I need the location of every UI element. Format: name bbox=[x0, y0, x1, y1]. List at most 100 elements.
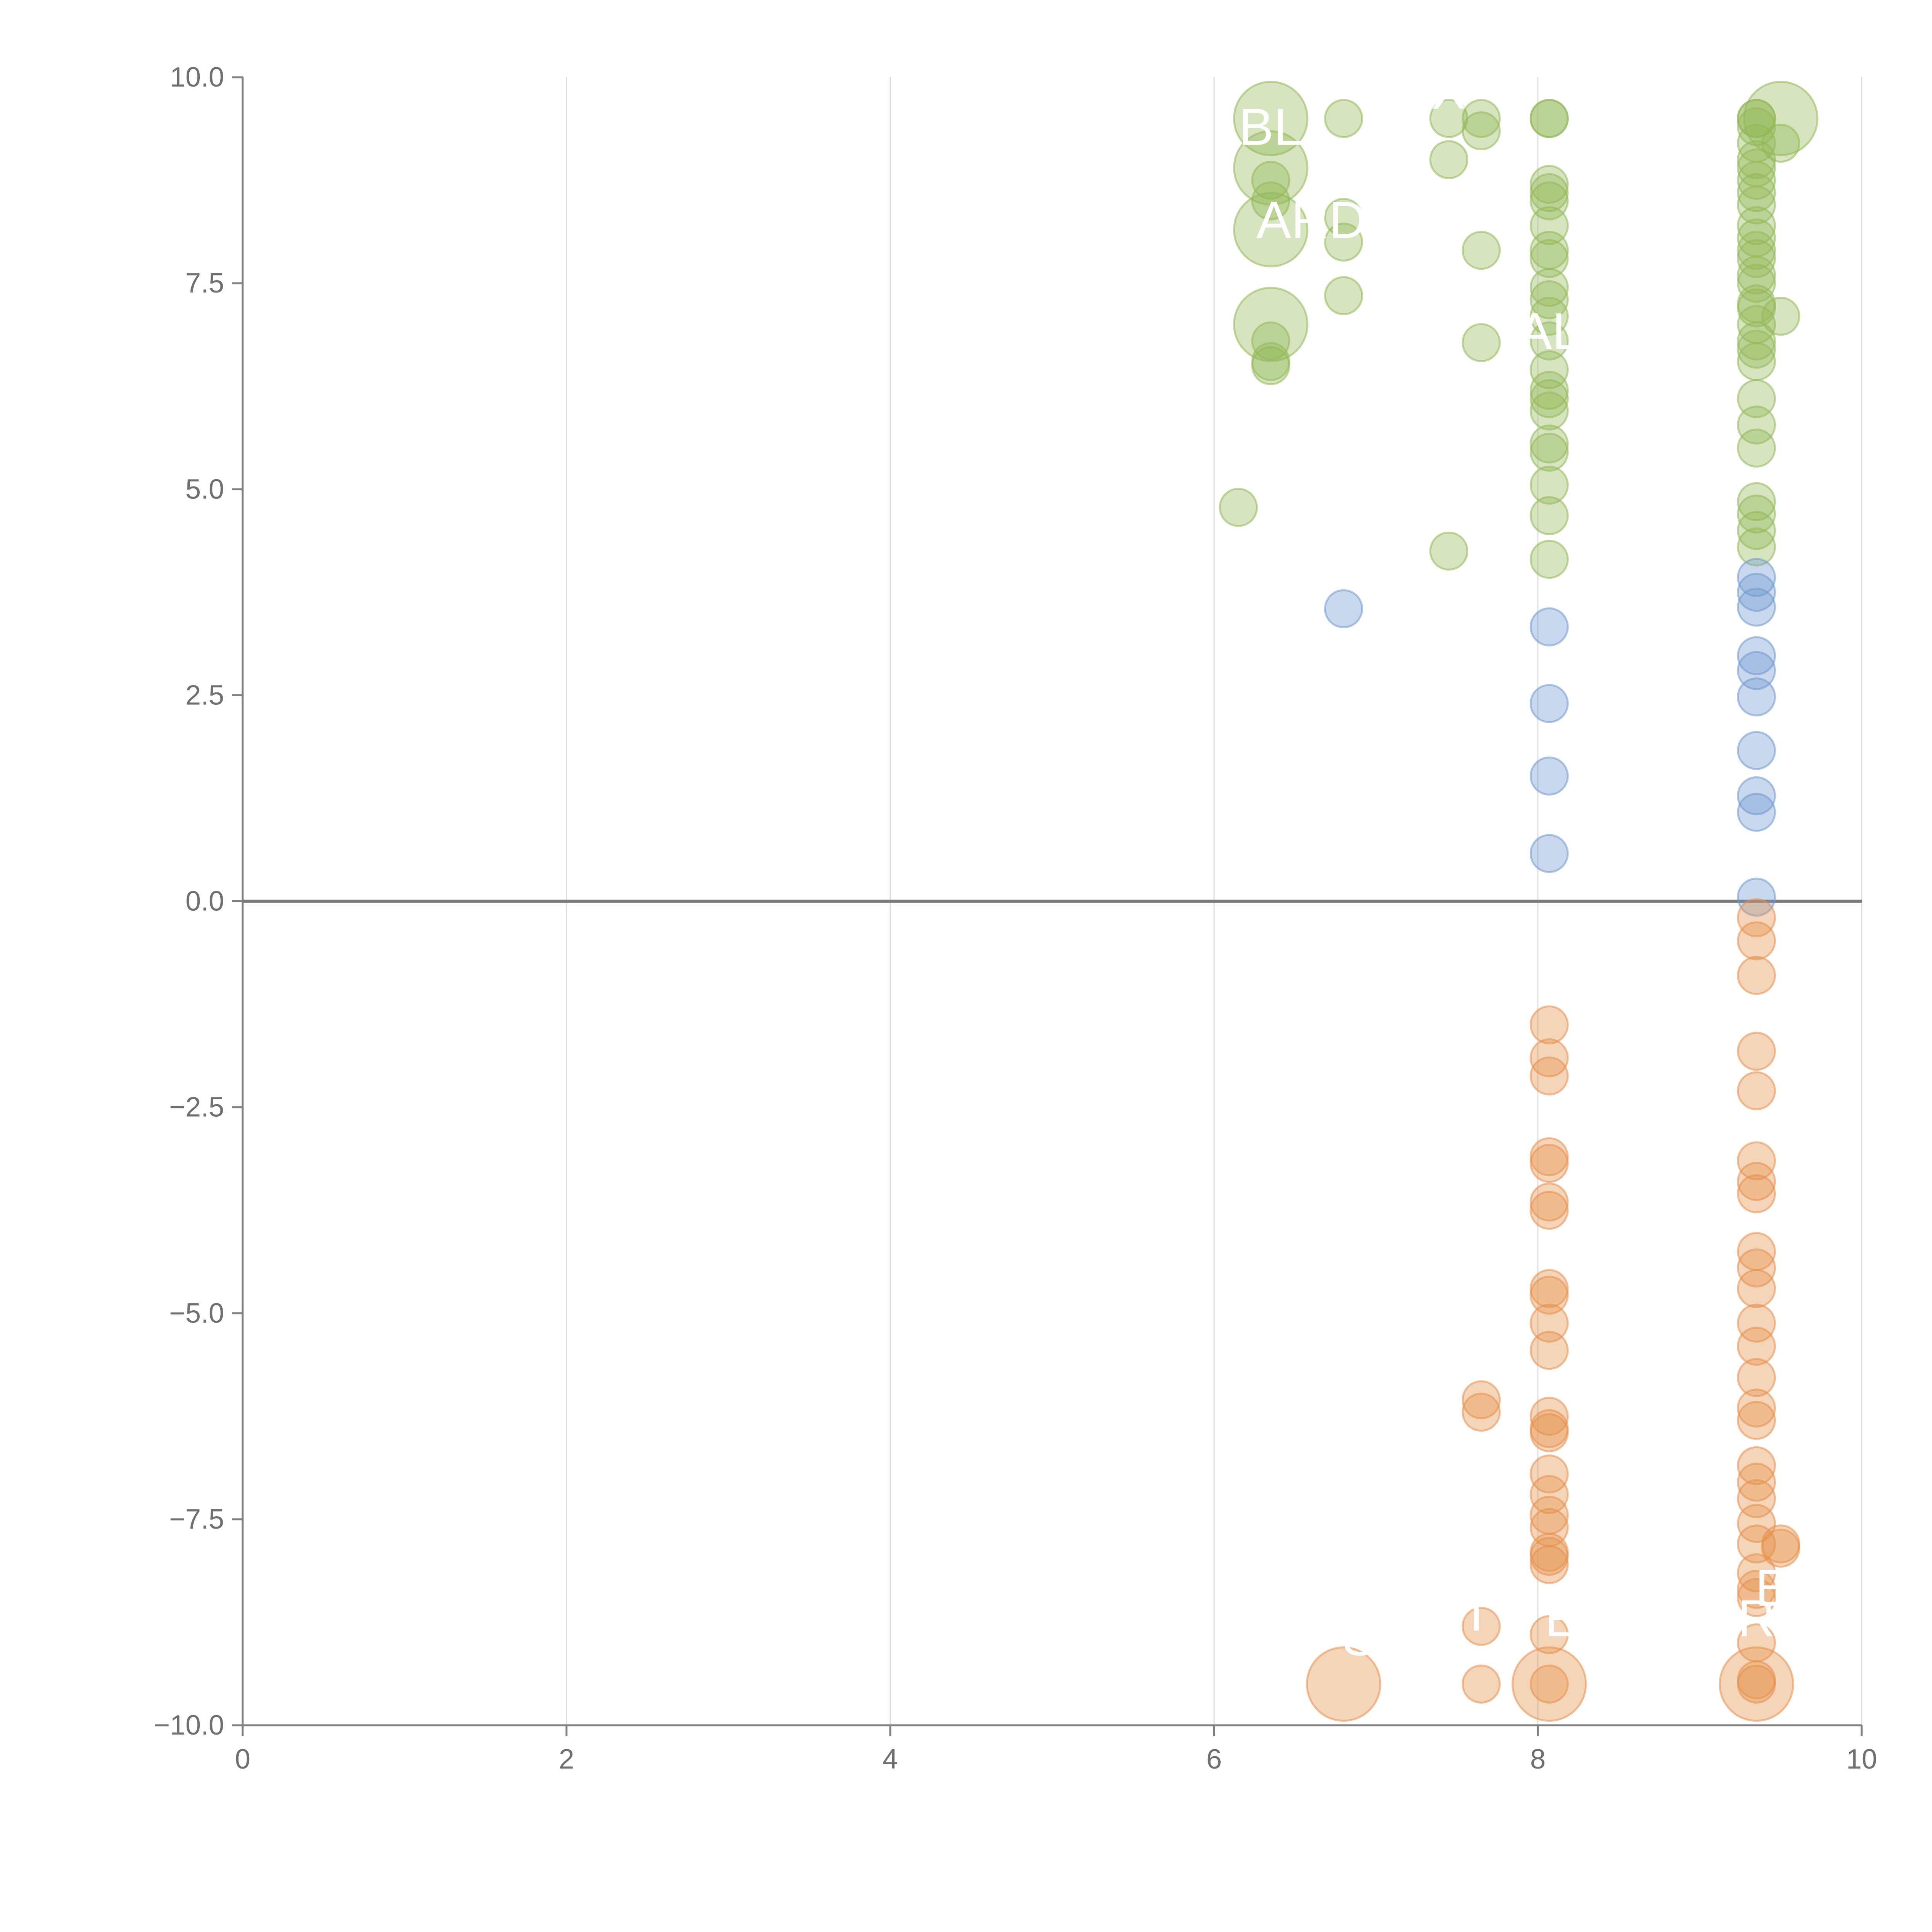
data-point bbox=[1529, 756, 1569, 796]
data-point bbox=[1529, 350, 1569, 389]
data-point bbox=[1324, 589, 1363, 628]
data-point bbox=[1324, 223, 1363, 262]
data-point bbox=[1737, 921, 1776, 961]
y-tick-label: −10.0 bbox=[154, 1710, 224, 1741]
data-point bbox=[1529, 268, 1569, 307]
data-point bbox=[1529, 379, 1569, 418]
data-point bbox=[1461, 1380, 1501, 1420]
data-point bbox=[1737, 1388, 1776, 1428]
data-point bbox=[1529, 1413, 1569, 1452]
data-point bbox=[1737, 1327, 1776, 1366]
point-label: X bbox=[1432, 61, 1466, 120]
data-point bbox=[1737, 1071, 1776, 1111]
data-point bbox=[1737, 731, 1776, 770]
y-tick-label: 7.5 bbox=[185, 268, 224, 299]
data-point bbox=[1529, 1537, 1569, 1576]
point-label: E bbox=[1755, 1559, 1790, 1617]
data-point bbox=[1529, 432, 1569, 472]
data-point bbox=[1461, 99, 1501, 138]
y-tick-label: 10.0 bbox=[170, 62, 224, 93]
data-point bbox=[1529, 280, 1569, 320]
x-tick-label: 8 bbox=[1530, 1744, 1546, 1775]
data-point bbox=[1737, 1446, 1776, 1485]
data-point bbox=[1737, 511, 1776, 550]
data-point bbox=[1737, 321, 1776, 361]
data-point bbox=[1761, 1529, 1800, 1568]
data-point bbox=[1529, 371, 1569, 410]
data-point bbox=[1737, 677, 1776, 717]
data-point bbox=[1529, 1615, 1569, 1654]
data-point bbox=[1737, 527, 1776, 567]
data-point bbox=[1529, 540, 1569, 579]
data-point bbox=[1251, 181, 1291, 221]
data-point bbox=[1429, 140, 1469, 179]
data-point bbox=[1737, 330, 1776, 369]
data-point bbox=[1761, 124, 1800, 163]
data-point bbox=[1737, 1141, 1776, 1180]
data-point bbox=[1529, 1664, 1569, 1704]
data-point bbox=[1529, 1396, 1569, 1436]
data-point bbox=[1737, 1463, 1776, 1502]
data-point bbox=[1529, 466, 1569, 505]
data-point bbox=[1461, 323, 1501, 362]
data-point bbox=[1529, 1190, 1569, 1230]
data-point bbox=[1251, 161, 1291, 200]
data-point bbox=[1529, 99, 1569, 138]
data-point bbox=[1737, 1570, 1776, 1609]
data-point bbox=[1737, 1174, 1776, 1214]
data-point bbox=[1737, 288, 1776, 328]
data-point bbox=[1306, 1646, 1381, 1722]
data-point bbox=[1529, 1182, 1569, 1222]
data-point bbox=[1737, 1162, 1776, 1201]
data-point bbox=[1737, 140, 1776, 179]
x-tick-label: 10 bbox=[1846, 1744, 1877, 1775]
data-point bbox=[1529, 165, 1569, 204]
data-point bbox=[1737, 342, 1776, 381]
data-point bbox=[1737, 587, 1776, 627]
data-point bbox=[1529, 1331, 1569, 1370]
data-point bbox=[1737, 482, 1776, 521]
data-point bbox=[1737, 1269, 1776, 1308]
data-point bbox=[1529, 1303, 1569, 1343]
data-point bbox=[1461, 1664, 1501, 1704]
data-point bbox=[1737, 898, 1776, 937]
data-point bbox=[1737, 1358, 1776, 1397]
data-point bbox=[1529, 239, 1569, 278]
y-tick-label: 5.0 bbox=[185, 474, 224, 505]
data-points bbox=[1219, 81, 1818, 1722]
y-tick-label: −2.5 bbox=[169, 1092, 224, 1123]
data-point bbox=[1737, 878, 1776, 917]
data-point bbox=[1737, 793, 1776, 832]
data-point bbox=[1529, 834, 1569, 873]
data-point bbox=[1737, 1248, 1776, 1287]
point-label: R bbox=[1738, 1589, 1776, 1648]
x-tick-label: 2 bbox=[559, 1744, 574, 1775]
data-point bbox=[1737, 573, 1776, 612]
data-point bbox=[1529, 496, 1569, 535]
data-point bbox=[1461, 1607, 1501, 1646]
data-point bbox=[1219, 488, 1258, 527]
data-point bbox=[1529, 1144, 1569, 1183]
data-point bbox=[1737, 1401, 1776, 1440]
data-point bbox=[1529, 391, 1569, 431]
point-label: AL bbox=[1517, 302, 1581, 361]
data-point bbox=[1737, 1303, 1776, 1343]
point-label: K bbox=[1221, 440, 1256, 498]
data-point bbox=[1737, 956, 1776, 995]
data-point bbox=[1737, 255, 1776, 295]
data-point bbox=[1429, 531, 1469, 571]
data-point bbox=[1324, 99, 1363, 138]
point-label: BL bbox=[1239, 98, 1303, 156]
data-point bbox=[1529, 607, 1569, 646]
data-point bbox=[1761, 296, 1800, 336]
data-point bbox=[1719, 1646, 1794, 1722]
axes: 10.0 7.5 5.0 2.5 0.0 −2.5 −5.0 −7.5 −10.0 0 2 4 6 8 10 bbox=[154, 62, 1877, 1775]
point-label: S bbox=[1342, 1608, 1377, 1667]
y-tick-label: −7.5 bbox=[169, 1504, 224, 1535]
data-point bbox=[1529, 173, 1569, 213]
y-tick-label: 2.5 bbox=[185, 680, 224, 711]
data-point bbox=[1529, 684, 1569, 723]
x-tick-label: 4 bbox=[883, 1744, 898, 1775]
